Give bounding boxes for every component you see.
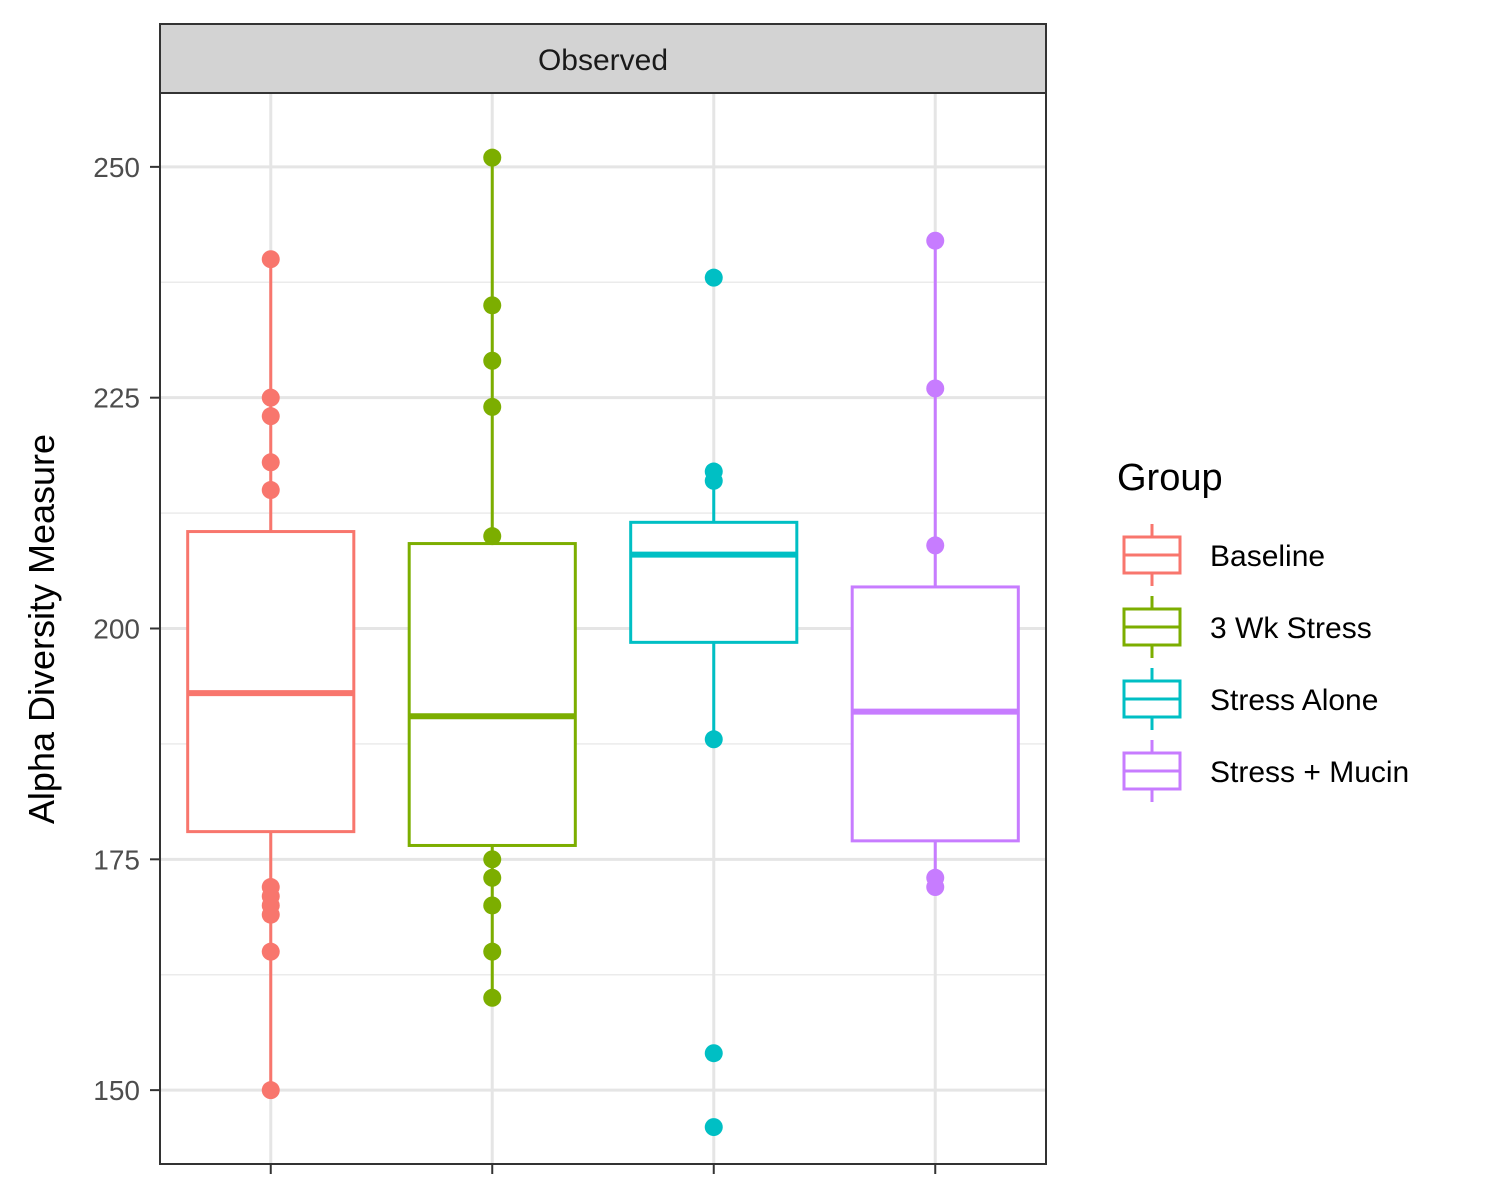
box — [186, 530, 356, 834]
y-tick-label: 225 — [93, 383, 140, 414]
data-point — [261, 1081, 280, 1100]
y-axis-title: Alpha Diversity Measure — [21, 434, 62, 824]
plot-marks — [186, 148, 1020, 1137]
y-tick-label: 150 — [93, 1075, 140, 1106]
box — [407, 542, 577, 847]
data-point — [483, 868, 502, 887]
data-point — [926, 868, 945, 887]
legend-item-stress-mucin: Stress + Mucin — [1122, 740, 1409, 802]
data-point — [704, 462, 723, 481]
data-point — [704, 1044, 723, 1063]
box-group-stress-mucin — [850, 231, 1020, 897]
y-tick-label: 250 — [93, 152, 140, 183]
data-point — [261, 407, 280, 426]
legend-label: Stress Alone — [1210, 684, 1378, 717]
data-point — [483, 988, 502, 1007]
y-tick-label: 200 — [93, 614, 140, 645]
facet-strip — [159, 23, 1047, 94]
facet-strip-label: Observed — [538, 44, 668, 77]
data-point — [926, 231, 945, 250]
data-point — [704, 1118, 723, 1137]
legend-label: 3 Wk Stress — [1210, 612, 1372, 645]
data-point — [261, 878, 280, 897]
data-point — [483, 850, 502, 869]
legend: Baseline 3 Wk Stress Stress Alone Stress + … — [1122, 524, 1409, 802]
data-point — [704, 730, 723, 749]
data-point — [261, 453, 280, 472]
legend-item-baseline: Baseline — [1122, 524, 1325, 586]
data-point — [483, 351, 502, 370]
box-group-baseline — [186, 250, 356, 1100]
y-tick-label: 175 — [93, 844, 140, 875]
legend-label: Stress + Mucin — [1210, 756, 1409, 789]
data-point — [483, 296, 502, 315]
data-point — [261, 388, 280, 407]
data-point — [926, 379, 945, 398]
data-point — [483, 397, 502, 416]
legend-title: Group — [1117, 457, 1223, 499]
data-point — [704, 268, 723, 287]
data-point — [483, 527, 502, 546]
legend-label: Baseline — [1210, 540, 1325, 573]
data-point — [926, 536, 945, 555]
data-point — [261, 250, 280, 269]
data-point — [261, 481, 280, 500]
legend-item-3-wk-stress: 3 Wk Stress — [1122, 596, 1372, 658]
box-group-3-wk-stress — [407, 148, 577, 1007]
box-group-stress-alone — [629, 268, 799, 1137]
data-point — [483, 148, 502, 167]
data-point — [483, 942, 502, 961]
legend-item-stress-alone: Stress Alone — [1122, 668, 1378, 730]
box — [629, 520, 799, 644]
data-point — [261, 942, 280, 961]
axes: 150 175 200 225 250 — [93, 152, 937, 1174]
data-point — [483, 896, 502, 915]
